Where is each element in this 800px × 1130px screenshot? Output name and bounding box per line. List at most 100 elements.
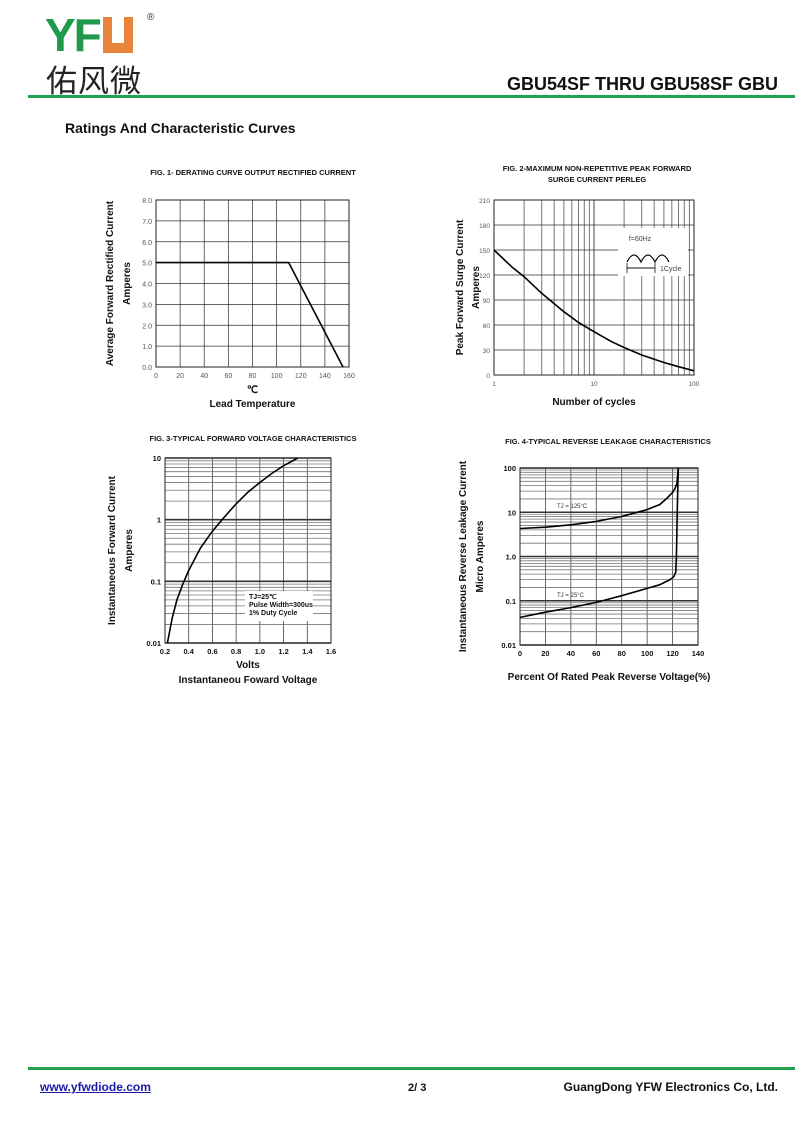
- x-tick-label: 40: [567, 649, 575, 658]
- x-tick-label: 80: [618, 649, 626, 658]
- footer-divider: [28, 1067, 795, 1070]
- chart-title: FIG. 4-TYPICAL REVERSE LEAKAGE CHARACTER…: [505, 437, 711, 446]
- y-axis-label: Amperes: [122, 262, 133, 305]
- logo-u-mark: [102, 17, 133, 53]
- x-tick-label: 40: [200, 373, 208, 380]
- x-tick-label: 1.0: [255, 647, 265, 656]
- y-tick-label: 5.0: [142, 261, 152, 268]
- y-tick-label: 6.0: [142, 240, 152, 247]
- website-link[interactable]: www.yfwdiode.com: [40, 1080, 151, 1094]
- x-tick-label: 0.6: [207, 647, 217, 656]
- page-number: 2/ 3: [408, 1082, 427, 1094]
- series-line: [519, 467, 680, 530]
- y-tick-label: 1.0: [142, 344, 152, 351]
- y-tick-label: 30: [483, 348, 491, 355]
- x-tick-label: 0.8: [231, 647, 241, 656]
- annotation-frequency: f=60Hz: [629, 236, 652, 243]
- y-axis-label: Amperes: [471, 266, 482, 309]
- x-tick-label: 60: [224, 373, 232, 380]
- x-axis-label: Lead Temperature: [210, 399, 296, 410]
- y-tick-label: 0.1: [151, 577, 161, 586]
- chart-fig-4: 0 20 40 60 80 100 120 140 0.01 0.1 1.0 10 100 FIG. 4-…: [458, 437, 711, 683]
- chart-title: FIG. 1- DERATING CURVE OUTPUT RECTIFIED …: [150, 168, 356, 177]
- y-axis-label: Instantaneous Forward Current: [107, 475, 118, 625]
- y-tick-label: 100: [503, 464, 516, 473]
- plot-frame: [493, 199, 695, 376]
- y-tick-label: 8.0: [142, 198, 152, 205]
- y-tick-label: 90: [483, 298, 491, 305]
- x-axis-label: Instantaneou Foward Voltage: [179, 675, 318, 686]
- x-tick-label: 20: [176, 373, 184, 380]
- y-tick-label: 180: [479, 223, 490, 230]
- chart-fig-2: 1 10 100 0 30 60 90 120 150 180 210 FIG. 2-MAXIMUM …: [455, 164, 700, 408]
- y-axis-label: Instantaneous Reverse Leakage Current: [458, 460, 469, 652]
- chart-title: FIG. 3-TYPICAL FORWARD VOLTAGE CHARACTER…: [150, 434, 357, 443]
- y-tick-label: 0.01: [501, 641, 516, 650]
- annotation-conditions: 1% Duty Cycle: [249, 610, 297, 617]
- y-axis-label: Average Forward Rectified Current: [105, 200, 116, 366]
- y-tick-label: 4.0: [142, 282, 152, 289]
- y-tick-label: 10: [508, 508, 516, 517]
- annotation-conditions: Pulse Width=300us: [249, 602, 313, 609]
- logo: YF: [45, 12, 133, 58]
- x-tick-label: 100: [641, 649, 654, 658]
- y-tick-label: 10: [153, 454, 161, 463]
- y-tick-label: 7.0: [142, 219, 152, 226]
- y-tick-label: 210: [479, 198, 490, 205]
- annotation-125c: TJ = 125°C: [557, 504, 588, 510]
- y-tick-label: 2.0: [142, 323, 152, 330]
- y-tick-label: 3.0: [142, 302, 152, 309]
- x-axis-label: Volts: [236, 660, 260, 671]
- x-tick-label: 0.4: [183, 647, 194, 656]
- series-line: [166, 457, 299, 644]
- x-axis-label: ℃: [247, 385, 258, 396]
- annotation-conditions: TJ=25℃: [249, 593, 277, 601]
- annotation-cycle: 1Cycle: [660, 266, 682, 273]
- x-tick-label: 0: [518, 649, 522, 658]
- registered-mark: ®: [147, 12, 155, 23]
- chart-fig-1: 0 20 40 60 80 100 120 140 160 0.0 1.0 2.0 3.0 4.0 5.0 6…: [105, 168, 356, 410]
- y-axis-label: Micro Amperes: [475, 520, 486, 592]
- y-tick-label: 0.0: [142, 365, 152, 372]
- y-axis-label: Amperes: [124, 529, 135, 572]
- company-name: GuangDong YFW Electronics Co, Ltd.: [563, 1080, 778, 1094]
- x-tick-label: 0.2: [160, 647, 170, 656]
- chart-title: SURGE CURRENT PERLEG: [548, 175, 647, 184]
- series-line: [493, 249, 695, 372]
- x-tick-label: 0: [154, 373, 158, 380]
- x-tick-label: 80: [249, 373, 257, 380]
- x-tick-label: 1.6: [326, 647, 336, 656]
- x-tick-label: 120: [295, 373, 307, 380]
- plot-frame: [155, 199, 350, 368]
- y-tick-label: 150: [479, 248, 490, 255]
- y-tick-label: 1.0: [506, 553, 516, 562]
- legend-background: [245, 591, 313, 621]
- series-line: [156, 261, 344, 368]
- x-tick-label: 20: [541, 649, 549, 658]
- y-tick-label: 0.01: [146, 639, 161, 648]
- section-title: Ratings And Characteristic Curves: [65, 120, 296, 136]
- annotation-25c: TJ = 25°C: [557, 593, 585, 599]
- y-tick-label: 1: [157, 516, 161, 525]
- y-tick-label: 60: [483, 323, 491, 330]
- plot-frame: [519, 467, 699, 646]
- x-tick-label: 1.2: [278, 647, 288, 656]
- y-tick-label: 0.1: [506, 597, 516, 606]
- x-tick-label: 120: [666, 649, 679, 658]
- waveform-icon: [626, 254, 670, 264]
- x-tick-label: 1.4: [302, 647, 313, 656]
- x-tick-label: 140: [319, 373, 331, 380]
- x-tick-label: 100: [271, 373, 283, 380]
- y-tick-label: 120: [479, 273, 490, 280]
- y-axis-label: Peak Forward Surge Current: [455, 219, 466, 355]
- document-title: GBU54SF THRU GBU58SF GBU: [506, 74, 778, 94]
- chart-title: FIG. 2-MAXIMUM NON-REPETITIVE PEAK FORWA…: [503, 164, 692, 173]
- chart-fig-3: 0.2 0.4 0.6 0.8 1.0 1.2 1.4 1.6 0.01 0.1 1 10 FIG. 3…: [107, 434, 356, 686]
- y-tick-label: 0: [486, 373, 490, 380]
- x-tick-label: 1: [492, 381, 496, 388]
- x-axis-label: Number of cycles: [552, 397, 636, 408]
- x-tick-label: 60: [592, 649, 600, 658]
- header-divider: [28, 95, 795, 98]
- plot-frame: [164, 457, 332, 644]
